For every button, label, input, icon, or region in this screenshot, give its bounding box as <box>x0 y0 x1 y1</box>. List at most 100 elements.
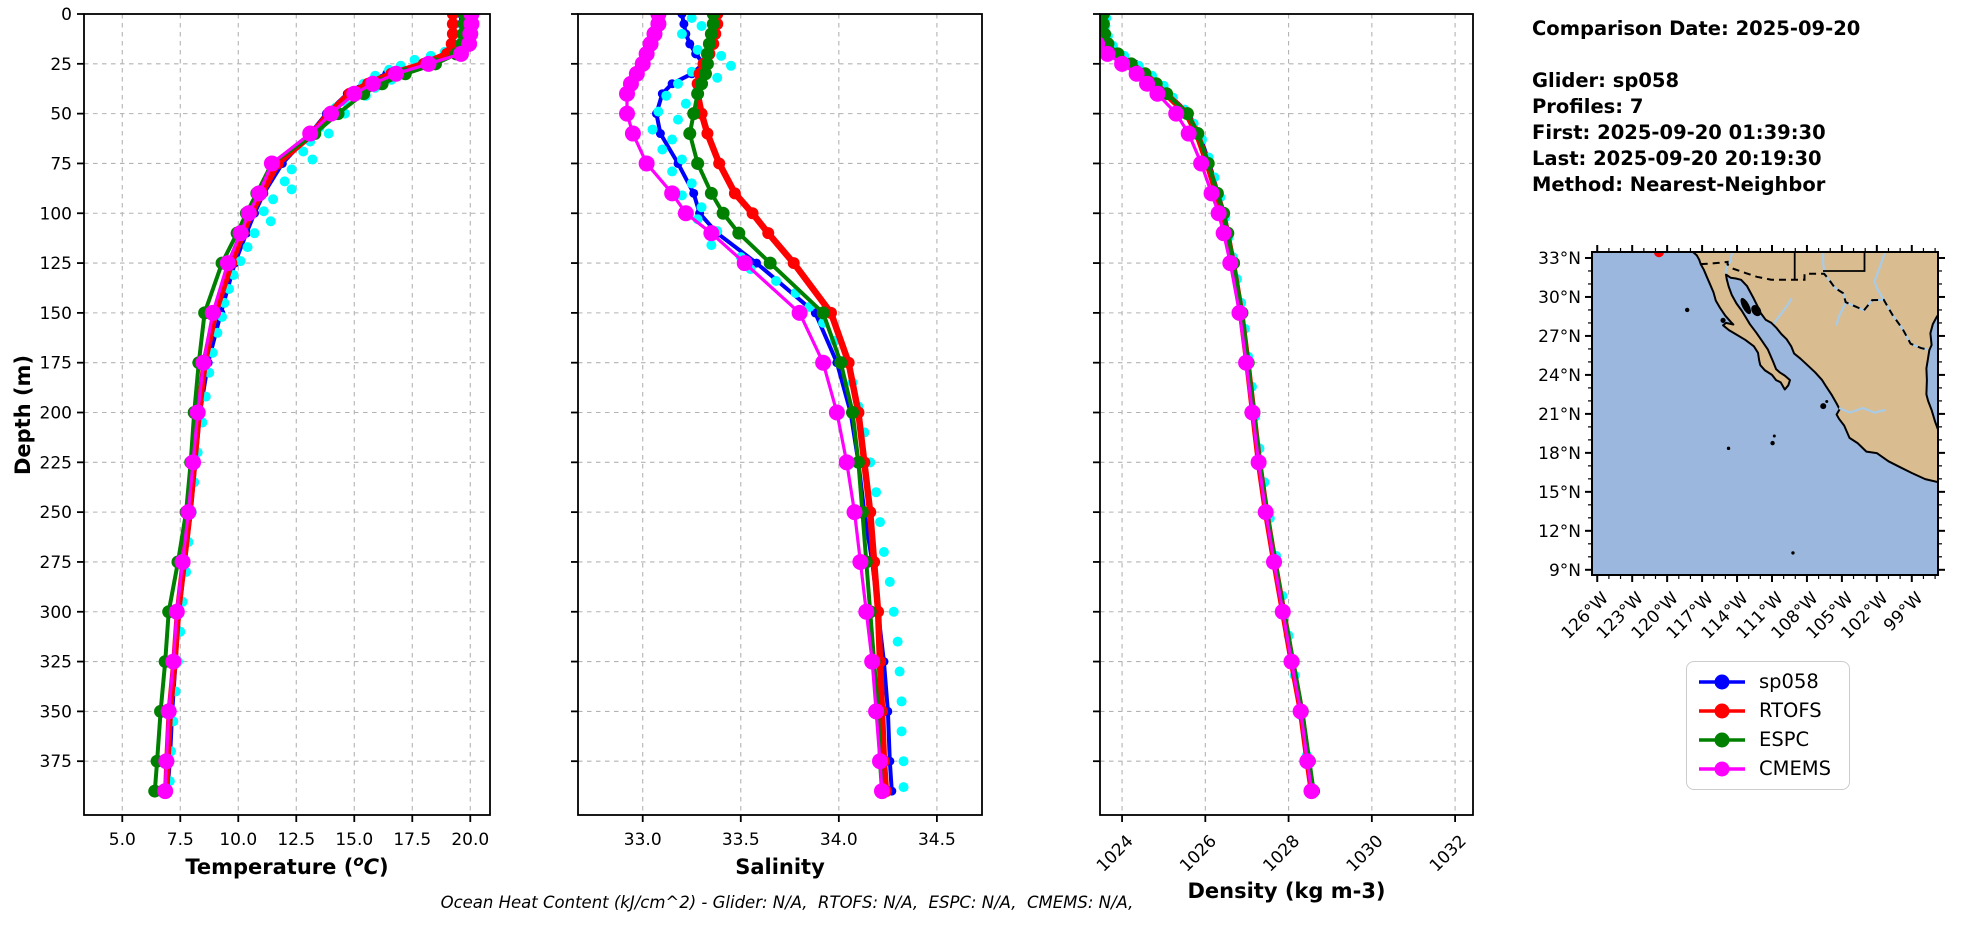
svg-text:325: 325 <box>40 653 72 673</box>
legend-item-CMEMS: CMEMS <box>1697 758 1839 780</box>
ylabel-depth: Depth (m) <box>11 355 35 475</box>
map-ticks <box>1585 245 1945 582</box>
series-density-sp058 <box>1100 14 1318 796</box>
ohc-caption: Ocean Heat Content (kJ/cm^2) - Glider: N… <box>440 893 1134 912</box>
location-map: 33°N30°N27°N24°N21°N18°N15°N12°N9°N126°W… <box>1538 245 1945 643</box>
grid-temperature <box>84 13 490 815</box>
info-block: Comparison Date: 2025-09-20 Glider: sp05… <box>1532 16 1860 198</box>
grid-salinity <box>578 13 982 815</box>
xlabel-density: Density (kg m-3) <box>1187 879 1385 903</box>
axes-temperature: 5.0 7.5 10.0 12.5 15.0 17.5 20.0 0 25 50 75 100 125 1… <box>40 5 490 850</box>
legend-label: ESPC <box>1759 728 1810 751</box>
series-density-CMEMS <box>1100 30 1320 800</box>
frame-density <box>1099 13 1474 816</box>
svg-text:200: 200 <box>40 404 72 424</box>
map-lat-label: 15°N <box>1538 483 1581 503</box>
svg-text:17.5: 17.5 <box>393 830 431 850</box>
svg-text:15.0: 15.0 <box>335 830 373 850</box>
legend-marker-CMEMS <box>1699 761 1745 777</box>
legend-item-RTOFS: RTOFS <box>1697 700 1839 722</box>
svg-text:375: 375 <box>40 752 72 772</box>
svg-text:33.5: 33.5 <box>722 830 760 850</box>
svg-text:250: 250 <box>40 503 72 523</box>
info-spacer <box>1532 42 1860 68</box>
series-density-ESPC <box>1100 14 1321 798</box>
svg-text:1032: 1032 <box>1426 831 1471 876</box>
xlabel-temperature: Temperature (oC) <box>185 852 388 879</box>
svg-text:150: 150 <box>40 304 72 324</box>
map-lat-label: 18°N <box>1538 444 1581 464</box>
data-salinity <box>619 14 909 800</box>
legend-marker-ESPC <box>1699 732 1745 748</box>
panel-temperature: 5.0 7.5 10.0 12.5 15.0 17.5 20.0 0 25 50 75 100 125 1… <box>40 5 491 879</box>
svg-text:1026: 1026 <box>1176 831 1221 876</box>
svg-text:1030: 1030 <box>1343 831 1388 876</box>
map-lat-label: 9°N <box>1549 561 1581 581</box>
panel-salinity: 33.0 33.5 34.0 34.5 Salinity <box>571 13 983 879</box>
map-lat-label: 30°N <box>1538 288 1581 308</box>
svg-text:275: 275 <box>40 553 72 573</box>
axes-density: 1024 1026 1028 1030 1032 <box>1093 13 1471 876</box>
legend-label: sp058 <box>1759 670 1819 693</box>
panel-density: 1024 1026 1028 1030 1032 Density (kg m-3) <box>1093 13 1474 903</box>
svg-text:10.0: 10.0 <box>219 830 257 850</box>
first-time-text: First: 2025-09-20 01:39:30 <box>1532 121 1826 144</box>
legend-marker-sp058 <box>1699 674 1745 690</box>
svg-text:1028: 1028 <box>1259 831 1304 876</box>
svg-text:5.0: 5.0 <box>109 830 136 850</box>
frame-temperature <box>83 13 491 816</box>
svg-text:20.0: 20.0 <box>451 830 489 850</box>
glider-text: Glider: sp058 <box>1532 69 1680 92</box>
svg-text:75: 75 <box>50 154 72 174</box>
comparison-date-text: Comparison Date: 2025-09-20 <box>1532 17 1861 40</box>
map-area <box>1592 252 1938 575</box>
grid-density <box>1100 13 1473 815</box>
legend-label: CMEMS <box>1759 757 1831 780</box>
map-lat-label: 12°N <box>1538 522 1581 542</box>
svg-text:34.5: 34.5 <box>918 830 956 850</box>
data-density <box>1100 14 1321 800</box>
axes-salinity: 33.0 33.5 34.0 34.5 <box>571 13 956 850</box>
legend-box: sp058 RTOFS ESPC CMEMS <box>1686 661 1850 790</box>
profiles-text: Profiles: 7 <box>1532 95 1644 118</box>
svg-text:50: 50 <box>50 105 72 125</box>
glider-position-marker <box>1653 252 1664 258</box>
series-salinity-CMEMS <box>619 14 890 800</box>
svg-text:25: 25 <box>50 55 72 75</box>
map-state-line-2 <box>1823 252 1866 272</box>
series-salinity-RTOFS <box>691 14 892 798</box>
svg-text:0: 0 <box>61 5 72 25</box>
data-temperature <box>148 14 480 800</box>
map-lat-label: 21°N <box>1538 405 1581 425</box>
method-text: Method: Nearest-Neighbor <box>1532 173 1826 196</box>
svg-text:350: 350 <box>40 702 72 722</box>
svg-text:100: 100 <box>40 204 72 224</box>
map-islands <box>1684 297 1829 555</box>
legend-marker-RTOFS <box>1699 703 1745 719</box>
map-lon-label: 99°W <box>1880 588 1927 635</box>
map-border-us-mx <box>1700 260 1929 351</box>
legend-label: RTOFS <box>1759 699 1822 722</box>
svg-text:7.5: 7.5 <box>167 830 194 850</box>
last-time-text: Last: 2025-09-20 20:19:30 <box>1532 147 1822 170</box>
xlabel-salinity: Salinity <box>735 855 825 879</box>
map-lat-label: 33°N <box>1538 249 1581 269</box>
svg-text:34.0: 34.0 <box>820 830 858 850</box>
svg-text:33.0: 33.0 <box>624 830 662 850</box>
map-lat-label: 27°N <box>1538 327 1581 347</box>
svg-text:300: 300 <box>40 603 72 623</box>
scatter-density <box>1100 14 1317 793</box>
svg-text:175: 175 <box>40 354 72 374</box>
svg-text:12.5: 12.5 <box>277 830 315 850</box>
map-land <box>1692 252 1938 484</box>
legend-item-sp058: sp058 <box>1697 671 1839 693</box>
svg-text:125: 125 <box>40 254 72 274</box>
series-temperature-CMEMS <box>157 14 480 800</box>
svg-text:1024: 1024 <box>1093 831 1138 876</box>
frame-salinity <box>577 13 983 816</box>
svg-text:225: 225 <box>40 453 72 473</box>
map-lat-label: 24°N <box>1538 366 1581 386</box>
profile-charts: 5.0 7.5 10.0 12.5 15.0 17.5 20.0 0 25 50 75 100 125 1… <box>11 5 1474 903</box>
legend-item-ESPC: ESPC <box>1697 729 1839 751</box>
